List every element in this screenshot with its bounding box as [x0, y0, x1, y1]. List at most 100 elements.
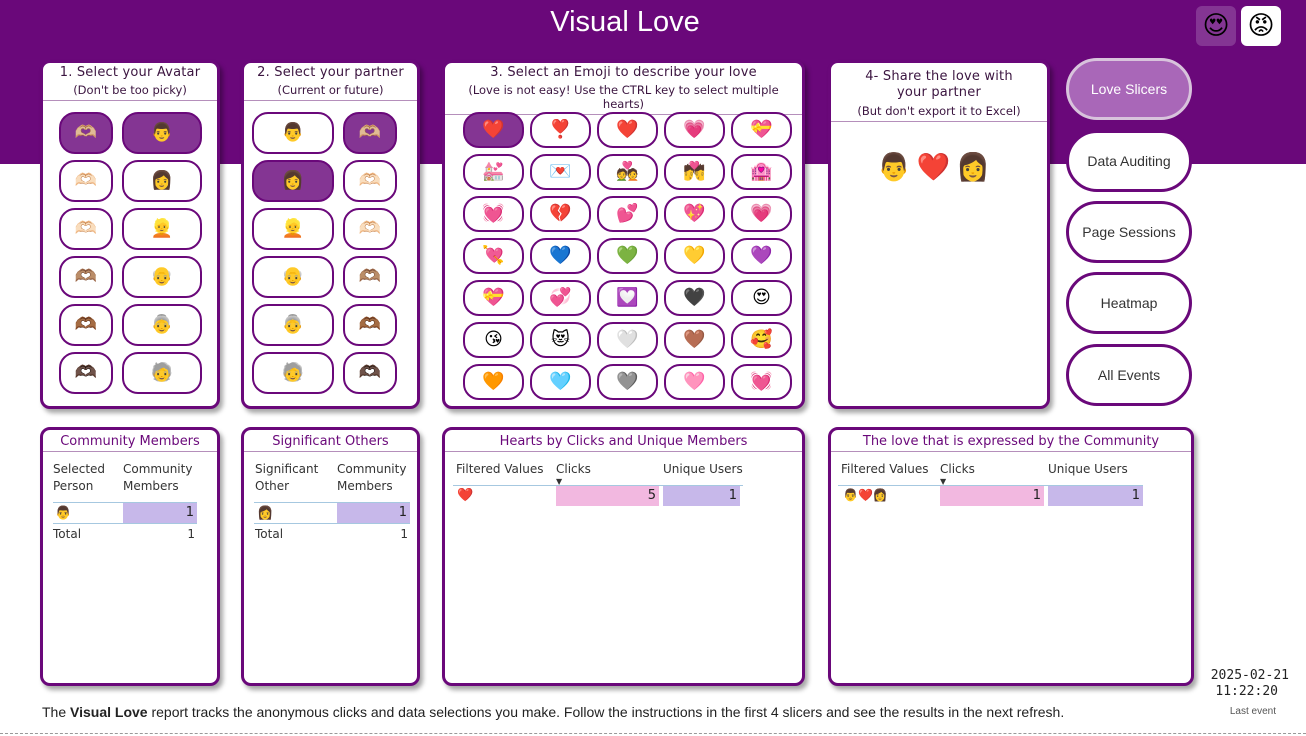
col-community-members[interactable]: Community Members [337, 462, 407, 493]
love-face-icon[interactable]: 😍 [1196, 6, 1236, 46]
emoji-option[interactable]: 💌 [530, 154, 591, 190]
emoji-option[interactable]: 💞 [530, 280, 591, 316]
partner-face-option[interactable]: 👵 [252, 304, 334, 346]
emoji-option[interactable]: 💜 [731, 238, 792, 274]
partner-hand-option[interactable]: 🫶🏽 [343, 256, 397, 298]
avatar-hand-option[interactable]: 🫶🏾 [59, 304, 113, 346]
avatar-hand-option[interactable]: 🫶🏿 [59, 352, 113, 394]
col-selected-person[interactable]: Selected Person [53, 462, 106, 493]
emoji-option[interactable]: 🩶 [597, 364, 658, 400]
emoji-option[interactable]: 💖 [664, 196, 725, 232]
partner-face-option[interactable]: 👴 [252, 256, 334, 298]
emoji-option[interactable]: 💗 [664, 112, 725, 148]
avatar-face-option[interactable]: 👨 [122, 112, 202, 154]
avatar-result-icon: 👨 [877, 152, 917, 183]
avatar-hand-option[interactable]: 🫶🏻 [59, 160, 113, 202]
significant-others-title: Significant Others [244, 430, 417, 452]
share-panel: 4- Share the love with your partner (But… [828, 60, 1050, 409]
col-unique-users[interactable]: Unique Users [663, 462, 743, 476]
avatar-face-option[interactable]: 👴 [122, 256, 202, 298]
emoji-option[interactable]: 💗 [731, 196, 792, 232]
nav-heatmap[interactable]: Heatmap [1066, 272, 1192, 334]
nav-page-sessions[interactable]: Page Sessions [1066, 201, 1192, 263]
partner-face-option[interactable]: 🧓 [252, 352, 334, 394]
emoji-option[interactable]: 💚 [597, 238, 658, 274]
emoji-option[interactable]: 😘 [463, 322, 524, 358]
avatar-face-option[interactable]: 👩 [122, 160, 202, 202]
emoji-slicer: 3. Select an Emoji to describe your love… [442, 60, 805, 409]
community-members-table: Community Members Selected Person Commun… [40, 427, 220, 686]
partner-hand-option[interactable]: 🫶🏻 [343, 160, 397, 202]
emoji-option[interactable]: 💓 [463, 196, 524, 232]
avatar-face-option[interactable]: 👱 [122, 208, 202, 250]
partner-face-option[interactable]: 👩 [252, 160, 334, 202]
emoji-option[interactable]: 💘 [463, 238, 524, 274]
users-bar: 1 [1048, 486, 1143, 506]
share-panel-subtitle: (But don't export it to Excel) [857, 104, 1021, 118]
emoji-slicer-title: 3. Select an Emoji to describe your love [490, 65, 757, 80]
nav-data-auditing[interactable]: Data Auditing [1066, 130, 1192, 192]
emoji-option[interactable]: 🖤 [664, 280, 725, 316]
col-significant-other[interactable]: Significant Other [255, 462, 319, 493]
bottom-divider [0, 733, 1306, 734]
emoji-option[interactable]: 💟 [597, 280, 658, 316]
community-members-title: Community Members [43, 430, 217, 452]
footer-suffix: report tracks the anonymous clicks and d… [147, 704, 1065, 720]
emoji-option[interactable]: 💛 [664, 238, 725, 274]
avatar-face-option[interactable]: 🧓 [122, 352, 202, 394]
avatar-hand-option[interactable]: 🫶🏻 [59, 208, 113, 250]
emoji-option[interactable]: 😻 [530, 322, 591, 358]
emoji-option[interactable]: ❤️ [597, 112, 658, 148]
row-value-bar: 1 [123, 503, 197, 523]
emoji-option[interactable]: 😍 [731, 280, 792, 316]
emoji-option[interactable]: 💝 [463, 280, 524, 316]
row-emoji[interactable]: 👨 [55, 506, 72, 521]
row-emoji[interactable]: 👨❤️👩 [843, 488, 888, 502]
row-emoji[interactable]: ❤️ [457, 488, 474, 503]
partner-face-option[interactable]: 👱 [252, 208, 334, 250]
emoji-option[interactable]: 🩵 [530, 364, 591, 400]
emoji-option[interactable]: 🧡 [463, 364, 524, 400]
clicks-bar: 1 [940, 486, 1044, 506]
total-value: 1 [400, 527, 408, 541]
total-value: 1 [187, 527, 195, 541]
emoji-option[interactable]: 💔 [530, 196, 591, 232]
emoji-option[interactable]: 🏩 [731, 154, 792, 190]
partner-face-option[interactable]: 👨 [252, 112, 334, 154]
emoji-option[interactable]: 🩷 [664, 364, 725, 400]
emoji-option[interactable]: 🥰 [731, 322, 792, 358]
nav-all-events[interactable]: All Events [1066, 344, 1192, 406]
emoji-option[interactable]: 💑 [597, 154, 658, 190]
partner-result-icon: 👩 [956, 152, 996, 183]
col-unique-users[interactable]: Unique Users [1048, 462, 1128, 476]
angry-face-icon[interactable]: 😡 [1241, 6, 1281, 46]
expressed-love-table: The love that is expressed by the Commun… [828, 427, 1194, 686]
emoji-option[interactable]: 💝 [731, 112, 792, 148]
emoji-option[interactable]: 🤎 [664, 322, 725, 358]
emoji-option[interactable]: 💕 [597, 196, 658, 232]
emoji-option[interactable]: ❤️ [463, 112, 524, 148]
row-value-bar: 1 [337, 503, 410, 523]
emoji-option[interactable]: ❣️ [530, 112, 591, 148]
nav-love-slicers[interactable]: Love Slicers [1066, 58, 1192, 120]
col-clicks[interactable]: Clicks [940, 462, 975, 476]
emoji-option[interactable]: 💙 [530, 238, 591, 274]
col-filtered-values[interactable]: Filtered Values [456, 462, 544, 476]
col-filtered-values[interactable]: Filtered Values [841, 462, 929, 476]
hearts-table-title: Hearts by Clicks and Unique Members [445, 430, 802, 452]
avatar-slicer-subtitle: (Don't be too picky) [73, 83, 187, 97]
emoji-option[interactable]: 🤍 [597, 322, 658, 358]
col-clicks[interactable]: Clicks [556, 462, 591, 476]
partner-hand-option[interactable]: 🫶🏼 [343, 112, 397, 154]
avatar-face-option[interactable]: 👵 [122, 304, 202, 346]
partner-hand-option[interactable]: 🫶🏿 [343, 352, 397, 394]
emoji-option[interactable]: 💏 [664, 154, 725, 190]
emoji-option[interactable]: 💒 [463, 154, 524, 190]
partner-hand-option[interactable]: 🫶🏾 [343, 304, 397, 346]
row-emoji[interactable]: 👩 [257, 506, 274, 521]
partner-hand-option[interactable]: 🫶🏻 [343, 208, 397, 250]
avatar-hand-option[interactable]: 🫶🏽 [59, 256, 113, 298]
emoji-option[interactable]: 💓 [731, 364, 792, 400]
col-community-members[interactable]: Community Members [123, 462, 193, 493]
avatar-hand-option[interactable]: 🫶🏼 [59, 112, 113, 154]
